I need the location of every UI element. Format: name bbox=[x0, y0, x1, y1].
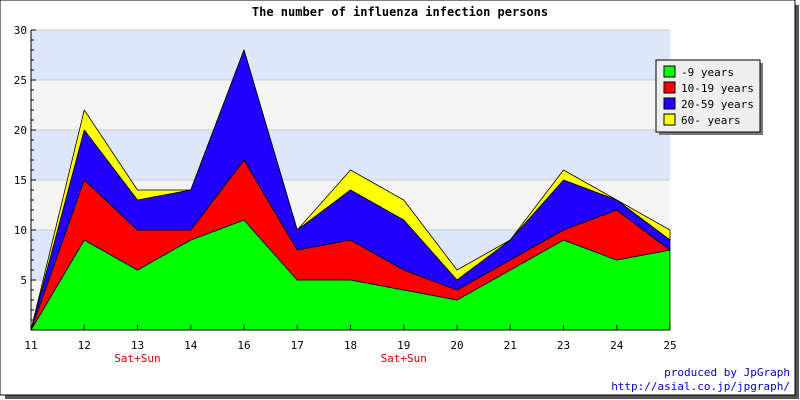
legend-label: 10-19 years bbox=[681, 82, 754, 95]
x-sublabel: Sat+Sun bbox=[381, 352, 427, 365]
x-tick-label: 14 bbox=[184, 339, 198, 352]
x-tick-label: 17 bbox=[291, 339, 304, 352]
x-tick-label: 12 bbox=[78, 339, 91, 352]
legend-swatch bbox=[663, 65, 676, 78]
x-tick-label: 21 bbox=[504, 339, 517, 352]
background-band bbox=[31, 80, 670, 130]
legend-swatch bbox=[663, 81, 676, 94]
chart-title: The number of influenza infection person… bbox=[252, 5, 548, 19]
y-tick-label: 30 bbox=[14, 24, 27, 37]
x-tick-label: 23 bbox=[557, 339, 570, 352]
area-series bbox=[30, 49, 671, 331]
background-band bbox=[31, 30, 670, 80]
y-tick-label: 15 bbox=[14, 174, 27, 187]
x-sublabel: Sat+Sun bbox=[114, 352, 160, 365]
y-tick-label: 25 bbox=[14, 74, 27, 87]
x-tick-label: 13 bbox=[131, 339, 144, 352]
y-tick-label: 10 bbox=[14, 224, 27, 237]
x-tick-label: 24 bbox=[610, 339, 624, 352]
x-tick-label: 19 bbox=[397, 339, 410, 352]
x-tick-label: 11 bbox=[24, 339, 37, 352]
legend-swatch bbox=[663, 113, 676, 126]
legend-label: 20-59 years bbox=[681, 98, 754, 111]
stacked-areas bbox=[30, 49, 671, 331]
legend-label: 60- years bbox=[681, 114, 741, 127]
x-tick-label: 25 bbox=[663, 339, 676, 352]
legend: -9 years 10-19 years 20-59 years 60- years bbox=[655, 59, 763, 135]
footer-credit: produced by JpGraph bbox=[664, 366, 790, 379]
x-tick-label: 20 bbox=[450, 339, 463, 352]
x-tick-label: 18 bbox=[344, 339, 357, 352]
x-tick-label: 16 bbox=[237, 339, 250, 352]
y-tick-label: 20 bbox=[14, 124, 27, 137]
legend-swatch bbox=[663, 97, 676, 110]
footer-url[interactable]: http://asial.co.jp/jpgraph/ bbox=[611, 380, 790, 393]
legend-label: -9 years bbox=[681, 66, 734, 79]
y-tick-label: 5 bbox=[20, 274, 27, 287]
